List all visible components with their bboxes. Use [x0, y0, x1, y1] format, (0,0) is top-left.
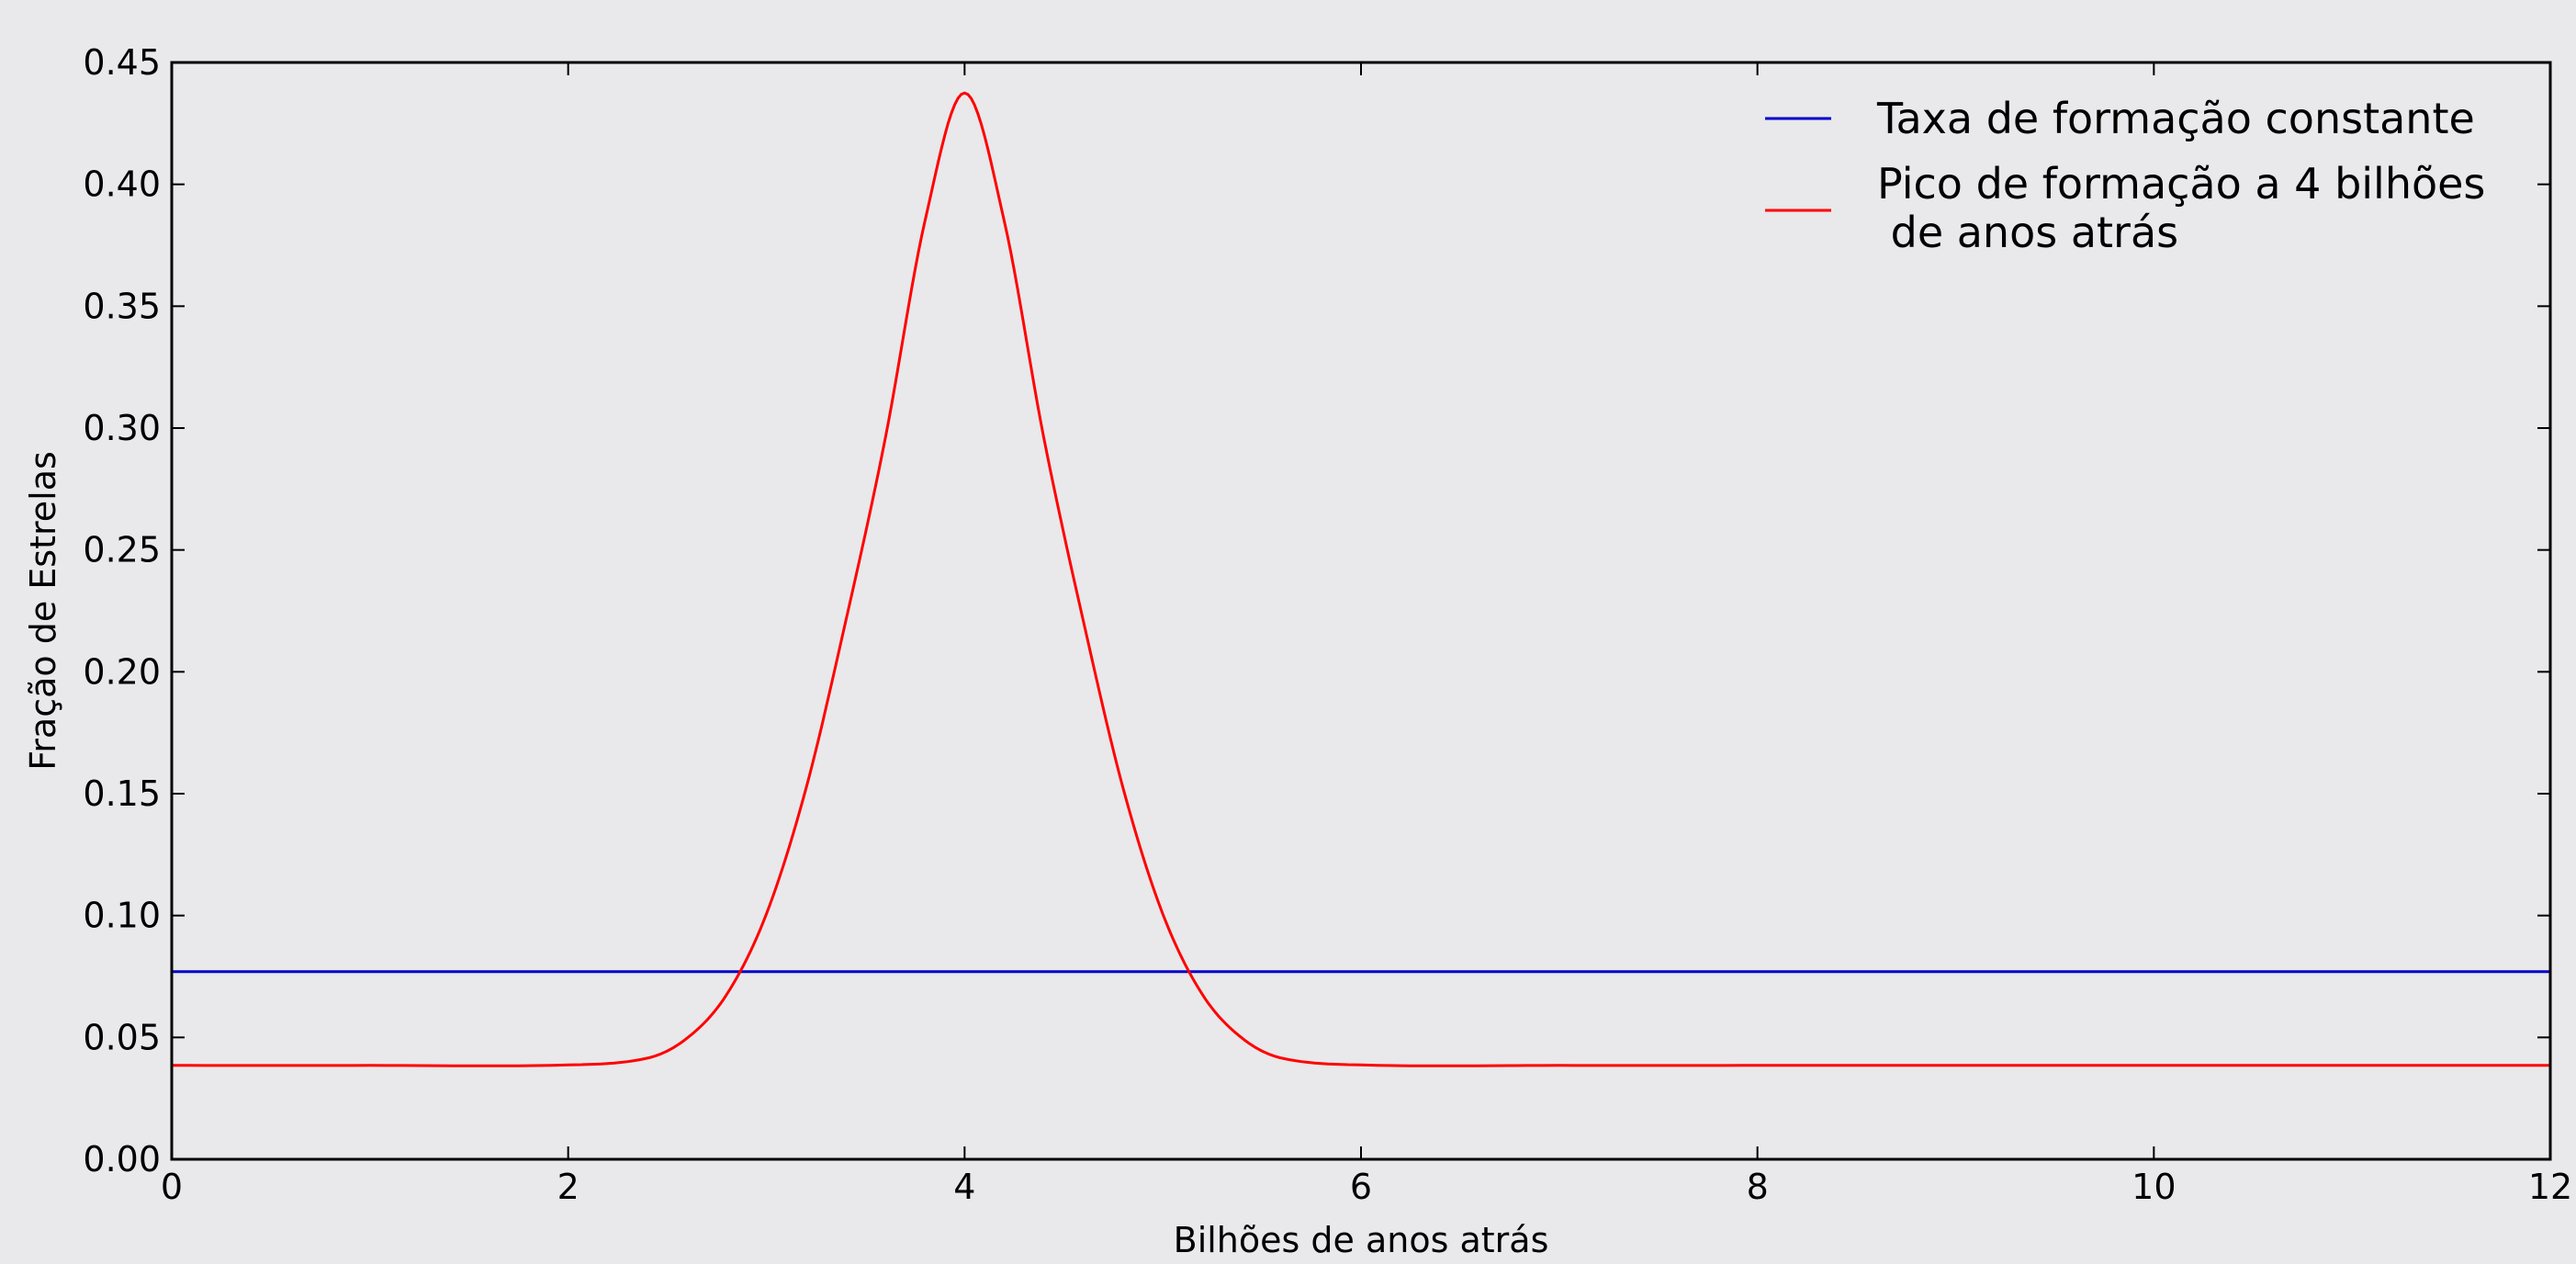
x-tick-label: 0: [161, 1167, 183, 1207]
y-tick-label: 0.20: [83, 651, 161, 692]
y-tick-label: 0.10: [83, 896, 161, 936]
x-tick-label: 2: [557, 1167, 579, 1207]
plot-background: [172, 62, 2550, 1159]
y-tick-label: 0.35: [83, 286, 161, 326]
y-tick-label: 0.15: [83, 773, 161, 814]
legend-label-peak: Pico de formação a 4 bilhões de anos atr…: [1877, 159, 2485, 257]
x-tick-label: 8: [1747, 1167, 1769, 1207]
series-layer: [172, 91, 2550, 1067]
y-tick-label: 0.00: [83, 1139, 161, 1179]
y-tick-label: 0.40: [83, 164, 161, 205]
x-axis-label: Bilhões de anos atrás: [1174, 1220, 1549, 1260]
y-tick-label: 0.45: [83, 42, 161, 83]
x-tick-label: 12: [2528, 1167, 2572, 1207]
y-axis-label: Fração de Estrelas: [23, 451, 63, 771]
legend-label-peak-line-2: de anos atrás: [1877, 208, 2178, 257]
y-tick-label: 0.30: [83, 408, 161, 448]
x-tick-label: 10: [2132, 1167, 2176, 1207]
x-tick-label: 4: [953, 1167, 975, 1207]
y-tick-label: 0.25: [83, 530, 161, 570]
ticks-layer: 0 2 4 6 8 10 12 0.00 0.05 0.10 0.15 0.20 0.25 0.30 0.3…: [83, 42, 2572, 1207]
legend-label-constant: Taxa de formação constante: [1876, 94, 2475, 143]
legend: Taxa de formação constante Pico de formaç…: [1765, 94, 2485, 257]
y-tick-label: 0.05: [83, 1017, 161, 1057]
legend-label-peak-line-1: Pico de formação a 4 bilhões: [1877, 159, 2485, 209]
series-line-peak: [172, 91, 2550, 1067]
x-tick-label: 6: [1350, 1167, 1372, 1207]
